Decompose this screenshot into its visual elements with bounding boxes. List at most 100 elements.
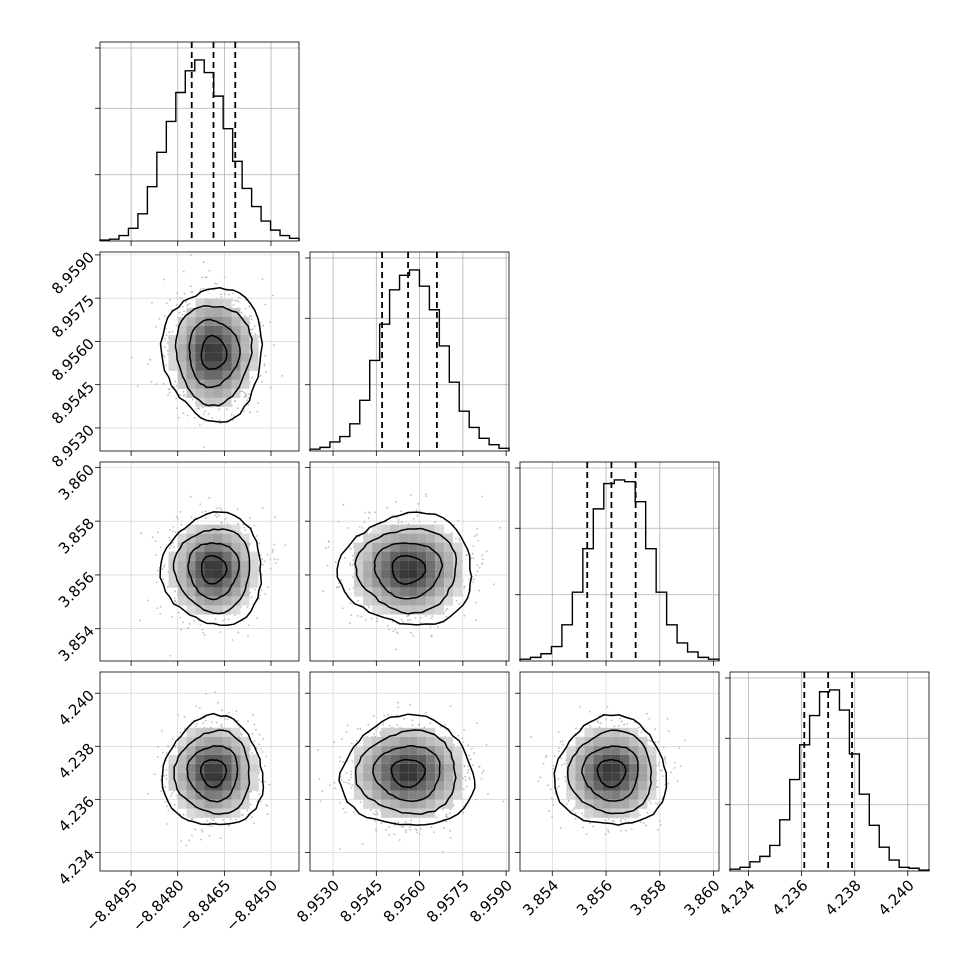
density-cell bbox=[195, 772, 205, 782]
scatter-point bbox=[350, 742, 353, 745]
scatter-point bbox=[166, 302, 168, 304]
scatter-point bbox=[262, 324, 265, 327]
density-cell bbox=[381, 524, 391, 534]
contour-1 bbox=[187, 542, 240, 601]
density-cell bbox=[177, 551, 187, 561]
density-cell bbox=[620, 799, 630, 809]
scatter-point bbox=[171, 737, 174, 740]
scatter-point bbox=[208, 834, 211, 837]
scatter-point bbox=[182, 621, 184, 624]
scatter-point bbox=[639, 814, 641, 817]
scatter-point bbox=[199, 288, 202, 290]
density-cell bbox=[240, 542, 250, 552]
scatter-point bbox=[415, 829, 418, 832]
scatter-point bbox=[661, 769, 663, 772]
density-cell bbox=[204, 343, 214, 353]
scatter-point bbox=[351, 576, 354, 579]
scatter-point bbox=[539, 776, 542, 779]
density-cell bbox=[204, 361, 214, 371]
scatter-panel-1-0 bbox=[95, 251, 300, 456]
scatter-point bbox=[162, 577, 165, 580]
scatter-point bbox=[563, 762, 566, 765]
scatter-point bbox=[242, 526, 245, 529]
density-cell bbox=[204, 808, 214, 818]
scatter-point bbox=[414, 828, 417, 830]
scatter-point bbox=[462, 778, 464, 780]
scatter-point bbox=[561, 740, 564, 743]
scatter-point bbox=[269, 567, 272, 570]
density-cell bbox=[195, 587, 205, 597]
density-cell bbox=[426, 763, 436, 773]
scatter-point bbox=[559, 826, 562, 829]
scatter-point bbox=[177, 714, 180, 716]
scatter-point bbox=[478, 765, 481, 768]
scatter-point bbox=[168, 391, 171, 394]
density-cell bbox=[363, 754, 373, 764]
scatter-point bbox=[446, 607, 449, 610]
scatter-point bbox=[254, 333, 257, 335]
scatter-point bbox=[409, 703, 411, 706]
scatter-point bbox=[284, 544, 287, 547]
density-cell bbox=[204, 352, 214, 362]
scatter-point bbox=[463, 764, 466, 767]
scatter-point bbox=[458, 602, 460, 605]
scatter-point bbox=[169, 654, 172, 657]
density-cell bbox=[213, 754, 223, 764]
scatter-point bbox=[339, 760, 341, 762]
density-cell bbox=[399, 799, 409, 809]
scatter-point bbox=[210, 825, 213, 828]
density-cell bbox=[363, 533, 373, 543]
density-cell bbox=[186, 542, 196, 552]
density-cell bbox=[168, 763, 178, 773]
scatter-point bbox=[205, 276, 208, 279]
scatter-point bbox=[257, 402, 259, 405]
density-cell bbox=[611, 790, 621, 800]
density-cell bbox=[231, 781, 241, 791]
scatter-point bbox=[204, 410, 207, 413]
density-cell bbox=[575, 799, 585, 809]
scatter-point bbox=[168, 331, 171, 334]
density-cell bbox=[390, 587, 400, 597]
scatter-point bbox=[185, 301, 188, 304]
scatter-point bbox=[207, 412, 210, 415]
density-cell bbox=[363, 551, 373, 561]
scatter-point bbox=[201, 628, 204, 631]
scatter-point bbox=[165, 327, 168, 330]
scatter-point bbox=[400, 618, 403, 621]
scatter-point bbox=[231, 639, 234, 641]
density-cell bbox=[417, 736, 427, 746]
density-cell bbox=[213, 325, 223, 335]
density-cell bbox=[629, 727, 639, 737]
density-cell bbox=[213, 727, 223, 737]
scatter-point bbox=[168, 547, 171, 549]
density-cell bbox=[168, 754, 178, 764]
scatter-point bbox=[169, 539, 171, 541]
density-cell bbox=[566, 754, 576, 764]
density-cell bbox=[177, 533, 187, 543]
density-cell bbox=[354, 754, 364, 764]
scatter-point bbox=[260, 748, 262, 750]
scatter-point bbox=[193, 619, 196, 622]
density-cell bbox=[240, 533, 250, 543]
scatter-point bbox=[248, 624, 250, 626]
density-cell bbox=[408, 551, 418, 561]
scatter-point bbox=[241, 311, 243, 314]
scatter-point bbox=[167, 745, 170, 747]
scatter-point bbox=[174, 744, 177, 747]
scatter-point bbox=[179, 297, 181, 299]
density-cell bbox=[435, 781, 445, 791]
x-tick-label: 3.856 bbox=[573, 876, 616, 919]
scatter-point bbox=[348, 783, 351, 785]
scatter-point bbox=[552, 798, 554, 801]
scatter-point bbox=[162, 382, 165, 385]
scatter-point bbox=[650, 740, 652, 743]
scatter-point bbox=[250, 332, 253, 334]
density-cell bbox=[408, 745, 418, 755]
scatter-point bbox=[243, 410, 246, 413]
scatter-point bbox=[604, 819, 607, 822]
density-cell bbox=[231, 578, 241, 588]
density-cell bbox=[417, 533, 427, 543]
scatter-point bbox=[466, 554, 468, 557]
density-cell bbox=[372, 524, 382, 534]
scatter-point bbox=[337, 520, 340, 523]
